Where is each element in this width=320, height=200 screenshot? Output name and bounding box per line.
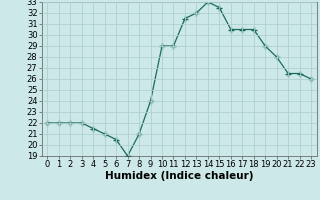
- X-axis label: Humidex (Indice chaleur): Humidex (Indice chaleur): [105, 171, 253, 181]
